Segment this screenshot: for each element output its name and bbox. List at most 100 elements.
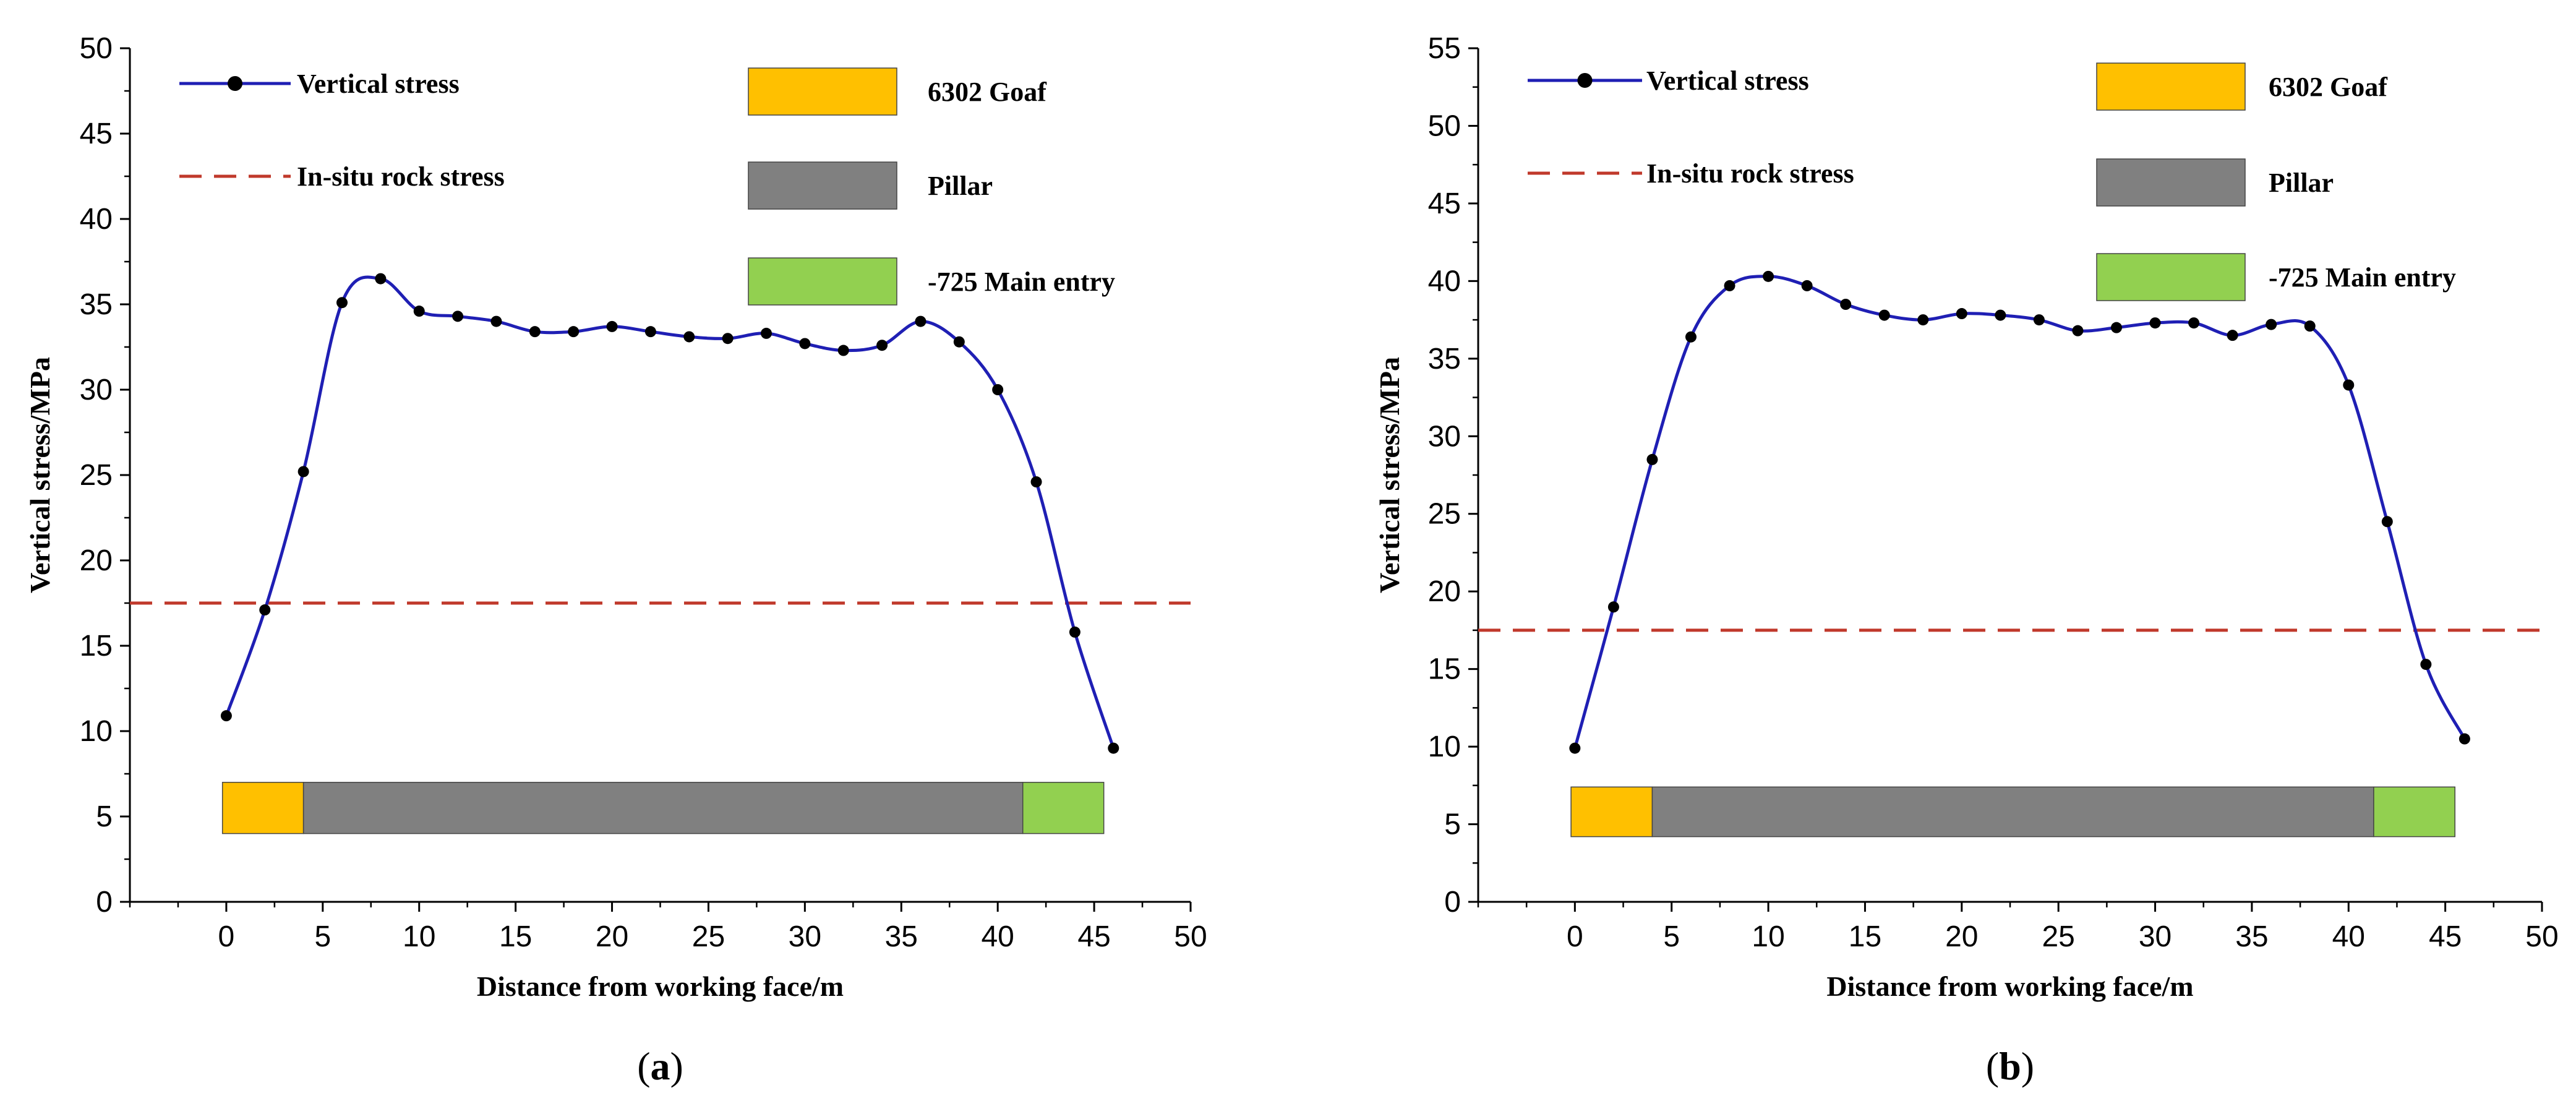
legend-label-6302-goaf: 6302 Goaf — [928, 77, 1047, 107]
data-point — [2188, 317, 2200, 329]
y-tick-label: 5 — [96, 800, 113, 833]
legend-label-725-main-entry: -725 Main entry — [2269, 262, 2456, 293]
x-tick-label: 10 — [1752, 920, 1784, 953]
data-point — [2420, 659, 2432, 671]
y-tick-label: 0 — [1444, 886, 1461, 919]
x-tick-label: 20 — [1945, 920, 1978, 953]
data-point — [953, 336, 965, 348]
x-tick-label: 35 — [2235, 920, 2268, 953]
data-point — [606, 320, 618, 332]
x-tick-label: 50 — [1174, 920, 1207, 953]
data-point — [2227, 330, 2238, 341]
panel-label: (b) — [1986, 1044, 2034, 1088]
y-tick-label: 25 — [80, 459, 113, 492]
zone-pillar — [302, 782, 1024, 834]
x-tick-label: 20 — [596, 920, 628, 953]
legend-label-725-main-entry: -725 Main entry — [928, 267, 1115, 297]
data-point — [2072, 325, 2084, 336]
data-point — [1569, 742, 1581, 754]
y-tick-label: 5 — [1444, 808, 1461, 841]
x-tick-label: 45 — [2429, 920, 2462, 953]
y-tick-label: 0 — [96, 886, 113, 919]
data-point — [2458, 733, 2470, 745]
legend-label-in-situ-rock-stress: In-situ rock stress — [1646, 158, 1854, 189]
zone-pillar — [1651, 786, 2374, 838]
data-point — [1840, 299, 1852, 310]
series-line-vertical-stress — [1573, 275, 2467, 749]
data-point — [375, 273, 387, 285]
zone-6302-goaf — [221, 782, 304, 834]
data-point — [220, 710, 232, 722]
legend-label-in-situ-rock-stress: In-situ rock stress — [297, 161, 505, 192]
x-tick-label: 15 — [1849, 920, 1881, 953]
legend-marker-vertical-stress — [228, 76, 242, 91]
panel-label: (a) — [637, 1044, 683, 1088]
y-tick-label: 10 — [80, 715, 113, 748]
chart-panel-a: 0 5 10 15 20 25 30 35 40 45 50 0 5 10 15 20 25 30 35 40 45 50… — [24, 32, 1207, 1088]
data-point — [799, 338, 811, 349]
data-point — [1030, 476, 1042, 488]
y-tick-label: 50 — [1428, 109, 1461, 142]
y-tick-label: 15 — [80, 630, 113, 662]
x-tick-label: 15 — [499, 920, 532, 953]
data-point — [1607, 601, 1619, 613]
zone-725-main-entry — [2373, 786, 2456, 838]
x-tick-label: 0 — [1567, 920, 1583, 953]
data-point — [1108, 742, 1119, 754]
data-point — [297, 466, 309, 478]
y-tick-label: 40 — [80, 203, 113, 236]
y-tick-label: 40 — [1428, 265, 1461, 298]
x-tick-label: 45 — [1077, 920, 1110, 953]
x-axis-title: Distance from working face/m — [1826, 970, 2193, 1002]
legend-swatch-6302-goaf — [748, 67, 897, 116]
data-point — [915, 315, 926, 327]
data-point — [1646, 453, 1658, 465]
series-line-vertical-stress — [225, 275, 1115, 749]
y-tick-label: 25 — [1428, 498, 1461, 531]
data-point — [644, 326, 656, 338]
y-axis-title: Vertical stress/MPa — [1374, 357, 1405, 593]
data-point — [1801, 280, 1813, 291]
legend-swatch-pillar — [748, 161, 897, 210]
data-point — [452, 311, 464, 322]
data-point — [568, 326, 580, 338]
data-point — [259, 604, 271, 616]
y-tick-label: 20 — [80, 544, 113, 577]
legend-label-6302-goaf: 6302 Goaf — [2269, 72, 2388, 102]
y-tick-label: 35 — [1428, 343, 1461, 375]
y-tick-label: 10 — [1428, 731, 1461, 763]
legend-swatch-725-main-entry — [748, 257, 897, 306]
data-point — [992, 384, 1004, 395]
data-point — [1995, 309, 2006, 321]
x-axis-title: Distance from working face/m — [477, 970, 844, 1002]
x-tick-label: 30 — [2139, 920, 2172, 953]
data-point — [837, 345, 849, 356]
y-tick-label: 35 — [80, 288, 113, 321]
data-point — [1763, 270, 1774, 282]
y-tick-label: 50 — [80, 32, 113, 65]
legend-label-vertical-stress: Vertical stress — [1646, 66, 1809, 96]
x-tick-label: 5 — [1663, 920, 1680, 953]
data-point — [1724, 280, 1735, 291]
x-tick-label: 50 — [2525, 920, 2558, 953]
data-point — [1878, 309, 1890, 321]
y-axis-title: Vertical stress/MPa — [24, 357, 56, 593]
y-tick-label: 45 — [1428, 187, 1461, 220]
zone-6302-goaf — [1570, 786, 1653, 838]
x-tick-label: 25 — [2042, 920, 2074, 953]
data-point — [1917, 314, 1929, 326]
legend: Vertical stress In-situ rock stress 6302 G… — [1528, 62, 2456, 301]
data-point — [722, 333, 734, 345]
legend-label-pillar: Pillar — [928, 171, 993, 201]
y-tick-label: 15 — [1428, 653, 1461, 686]
data-point — [2381, 516, 2393, 528]
legend-swatch-pillar — [2096, 158, 2246, 207]
data-point — [2149, 317, 2161, 329]
x-tick-label: 5 — [314, 920, 331, 953]
data-point — [2343, 379, 2355, 391]
y-tick-label: 30 — [80, 374, 113, 406]
legend-swatch-6302-goaf — [2096, 62, 2246, 111]
x-tick-label: 0 — [218, 920, 235, 953]
y-tick-label: 45 — [80, 118, 113, 150]
